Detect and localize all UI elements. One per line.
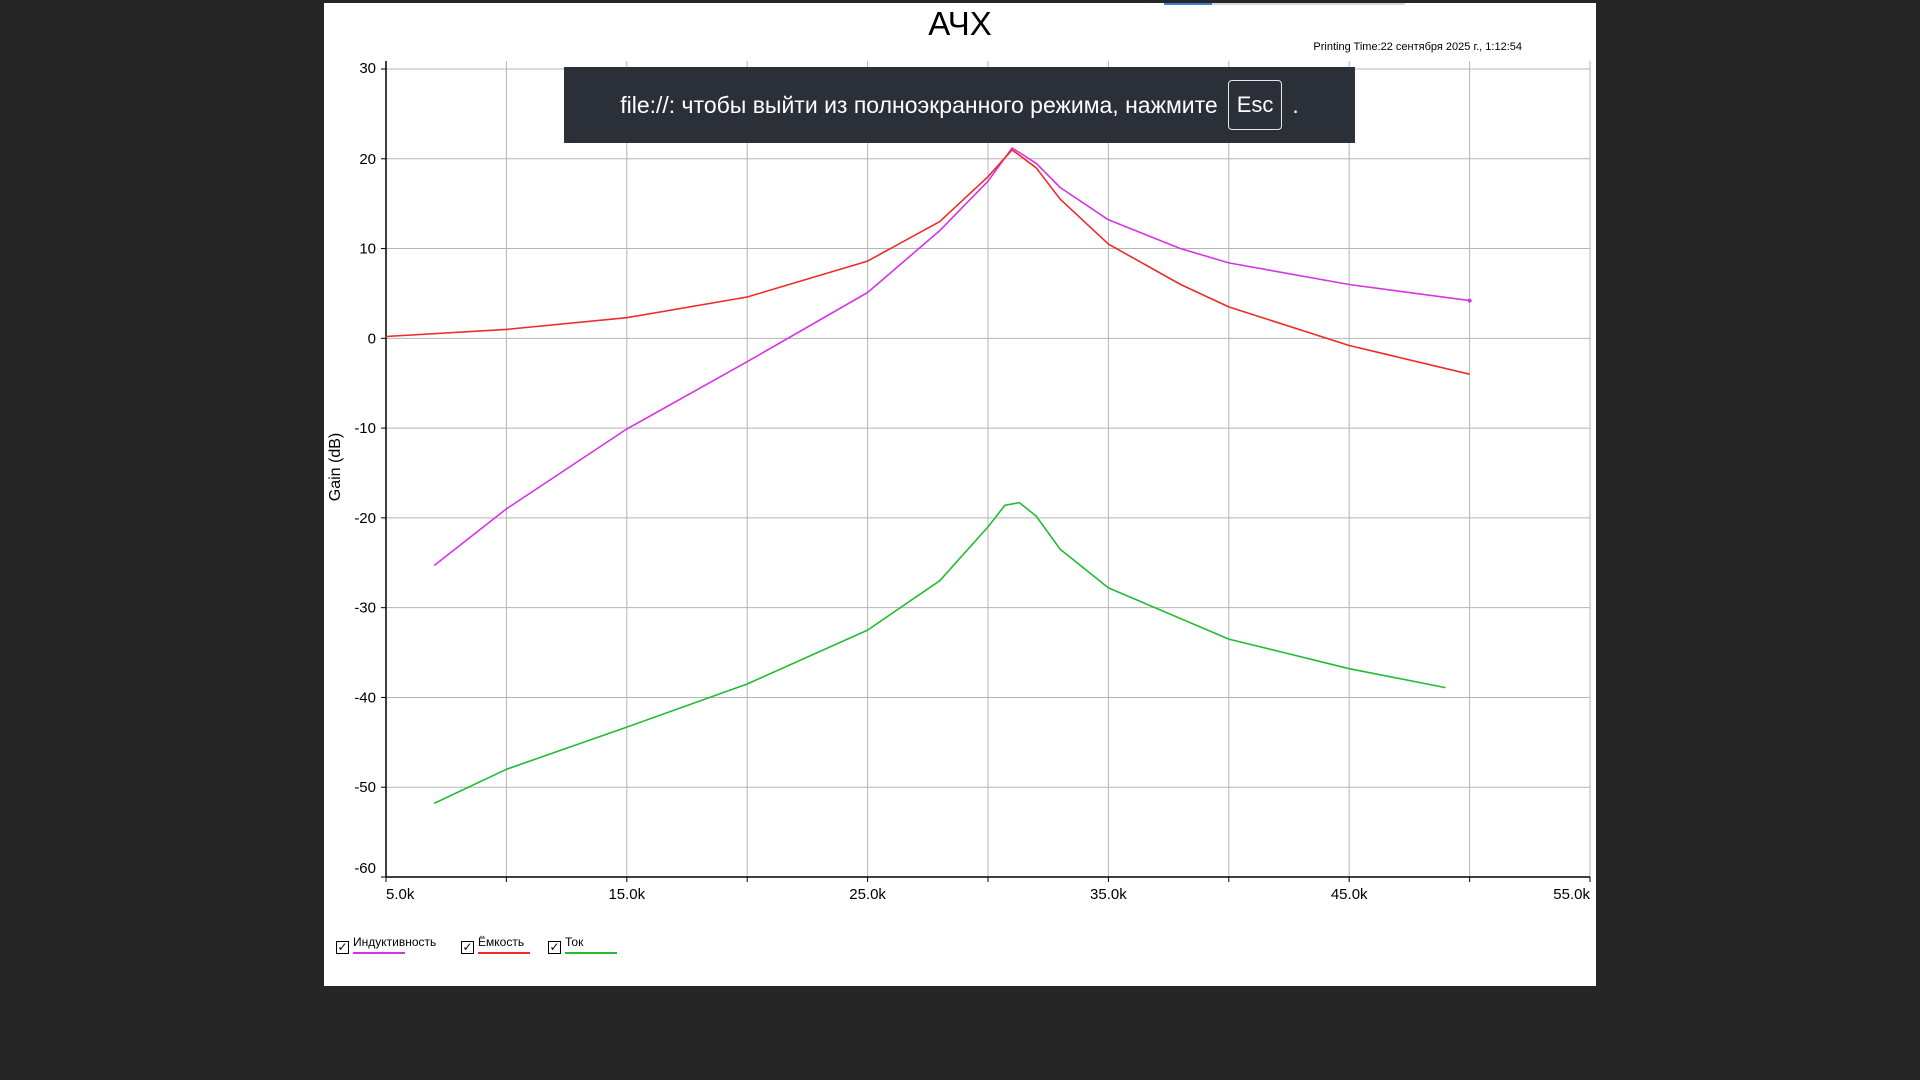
fullscreen-exit-notice: file://: чтобы выйти из полноэкранного р…	[564, 67, 1355, 143]
y-tick-label: -50	[354, 779, 376, 796]
y-tick-label: -10	[354, 420, 376, 437]
legend-swatch-capacitance	[478, 952, 530, 954]
printing-time: Printing Time:22 сентября 2025 г., 1:12:…	[1313, 41, 1522, 53]
y-tick-label: 20	[359, 151, 376, 168]
y-tick-label: -60	[354, 860, 376, 877]
x-tick-label: 55.0k	[1553, 886, 1590, 903]
y-tick-label: -20	[354, 510, 376, 527]
fullscreen-notice-text: file://: чтобы выйти из полноэкранного р…	[620, 91, 1218, 118]
x-tick-label: 25.0k	[849, 886, 886, 903]
series-line	[385, 149, 1470, 375]
fullscreen-notice-period: .	[1292, 91, 1299, 118]
top-tab-indicator	[1212, 3, 1405, 5]
y-tick-label: 10	[359, 241, 376, 258]
y-tick-label: 0	[368, 330, 376, 347]
legend-label-capacitance: Ёмкость	[478, 935, 525, 949]
x-tick-label: 45.0k	[1331, 886, 1368, 903]
y-tick-label: -40	[354, 689, 376, 706]
series-end-marker	[1467, 298, 1472, 303]
legend-label-current: Ток	[565, 935, 584, 949]
series-line	[433, 147, 1470, 567]
legend-checkbox-current[interactable]: ✓	[548, 940, 561, 954]
report-page: АЧХ Printing Time:22 сентября 2025 г., 1…	[324, 3, 1596, 986]
y-tick-label: -30	[354, 600, 376, 617]
legend-checkbox-inductance[interactable]: ✓	[336, 940, 349, 954]
esc-key-badge: Esc	[1227, 80, 1283, 130]
chart-title: АЧХ	[928, 5, 992, 42]
chart-plot: 5.0k 15.0k 25.0k 35.0k 45.0k 55.0k 30 20 10 0 -10 -…	[327, 60, 1591, 903]
chart-grid	[385, 61, 1591, 878]
chart-ticks: 5.0k 15.0k 25.0k 35.0k 45.0k 55.0k 30 20 10 0 -10 -…	[354, 60, 1591, 903]
x-tick-label: 15.0k	[608, 886, 645, 903]
series-line	[433, 501, 1446, 805]
legend-swatch-inductance	[353, 952, 405, 954]
x-tick-label: 35.0k	[1090, 886, 1127, 903]
legend-swatch-current	[565, 952, 617, 954]
y-axis-label: Gain (dB)	[327, 433, 344, 501]
top-tab-indicator-active	[1164, 3, 1212, 5]
legend-checkbox-capacitance[interactable]: ✓	[461, 940, 474, 954]
x-tick-label: 5.0k	[386, 886, 415, 903]
legend-label-inductance: Индуктивность	[353, 935, 437, 949]
chart-series	[385, 147, 1472, 805]
y-tick-label: 30	[359, 60, 376, 77]
